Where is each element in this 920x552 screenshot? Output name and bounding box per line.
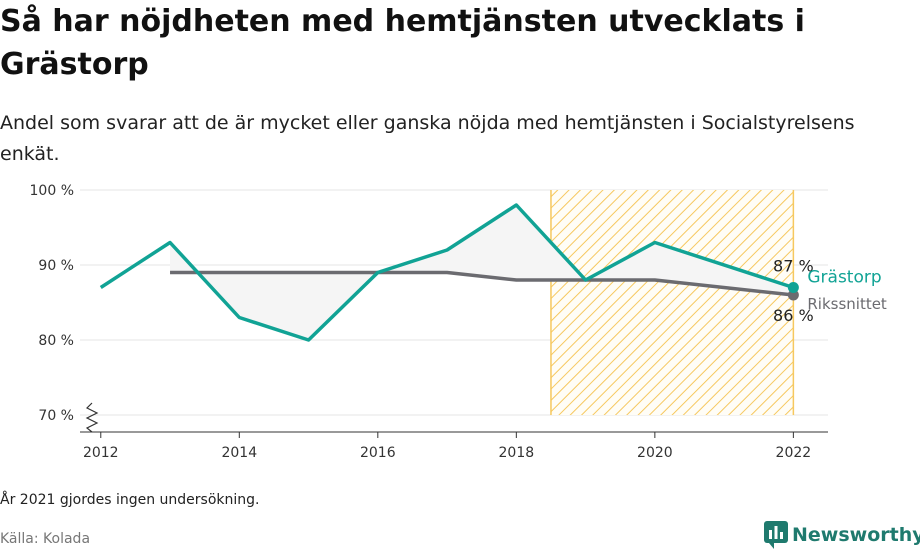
highlight-range (550, 190, 794, 415)
series-label-grastorp: Grästorp (807, 268, 881, 288)
x-tick-label: 2022 (776, 445, 812, 461)
series-line-national (170, 270, 794, 297)
brand-name: Newsworthy (792, 524, 920, 546)
newsworthy-logo: Newsworthy (764, 520, 920, 550)
chart-subtitle: Andel som svarar att de är mycket eller … (0, 112, 855, 165)
end-point-grastorp (787, 282, 799, 293)
y-tick-label: 90 % (38, 258, 74, 274)
end-value-label-national: 86 % (773, 306, 814, 325)
series-line-grastorp (99, 203, 794, 342)
end-value-label-grastorp: 87 % (773, 257, 814, 276)
chart-title: Så har nöjdheten med hemtjänsten utveckl… (0, 4, 805, 82)
x-tick-label: 2020 (637, 445, 673, 461)
series-label-national: Rikssnittet (807, 295, 887, 313)
x-tick-label: 2014 (221, 445, 257, 461)
footnote: År 2021 gjordes ingen undersökning. (0, 492, 260, 508)
y-tick-label: 80 % (38, 333, 74, 349)
x-tick-label: 2016 (360, 445, 396, 461)
source-label: Källa: Kolada (0, 531, 91, 547)
x-tick-label: 2018 (499, 445, 535, 461)
y-tick-label: 100 % (30, 183, 74, 199)
bar-chart-logo-icon (764, 521, 788, 549)
line-chart: 70 % 80 % 90 % 100 % 2012 2014 2016 2018 2020 202… (30, 183, 887, 461)
y-tick-label: 70 % (38, 408, 74, 424)
difference-area (170, 205, 794, 340)
x-tick-label: 2012 (83, 445, 119, 461)
axis-break-icon (85, 402, 99, 433)
